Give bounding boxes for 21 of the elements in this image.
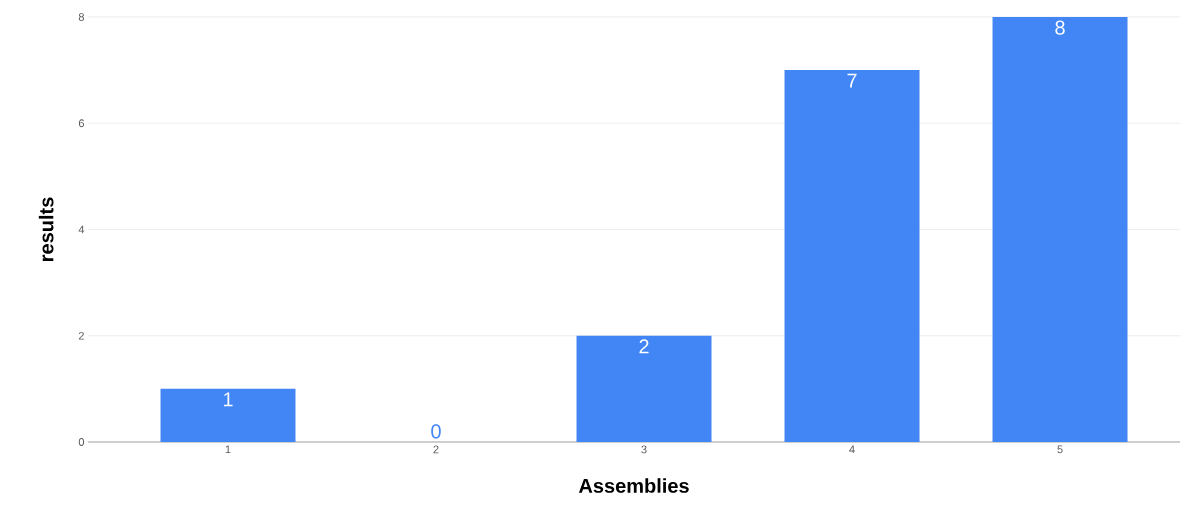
bar <box>576 335 712 442</box>
data-label: 2 <box>639 339 649 354</box>
x-tick-label: 2 <box>433 445 439 454</box>
y-tick-label: 6 <box>78 119 84 128</box>
data-label: 1 <box>223 392 233 407</box>
y-tick-label: 8 <box>78 13 84 21</box>
y-axis-title: results <box>38 197 54 261</box>
x-axis-title: Assemblies <box>578 478 689 493</box>
bar <box>992 16 1128 442</box>
x-tick-label: 4 <box>849 445 855 454</box>
x-tick-label: 5 <box>1057 445 1063 454</box>
data-label: 0 <box>431 424 441 439</box>
y-tick-label: 4 <box>78 225 85 234</box>
y-tick-label: 0 <box>78 438 85 446</box>
bar <box>784 70 920 442</box>
bar <box>160 388 296 442</box>
data-label: 7 <box>847 73 857 88</box>
y-tick-label: 2 <box>78 331 84 340</box>
x-tick-label: 3 <box>641 445 647 454</box>
data-label: 8 <box>1055 20 1065 35</box>
x-tick-label: 1 <box>225 445 231 454</box>
